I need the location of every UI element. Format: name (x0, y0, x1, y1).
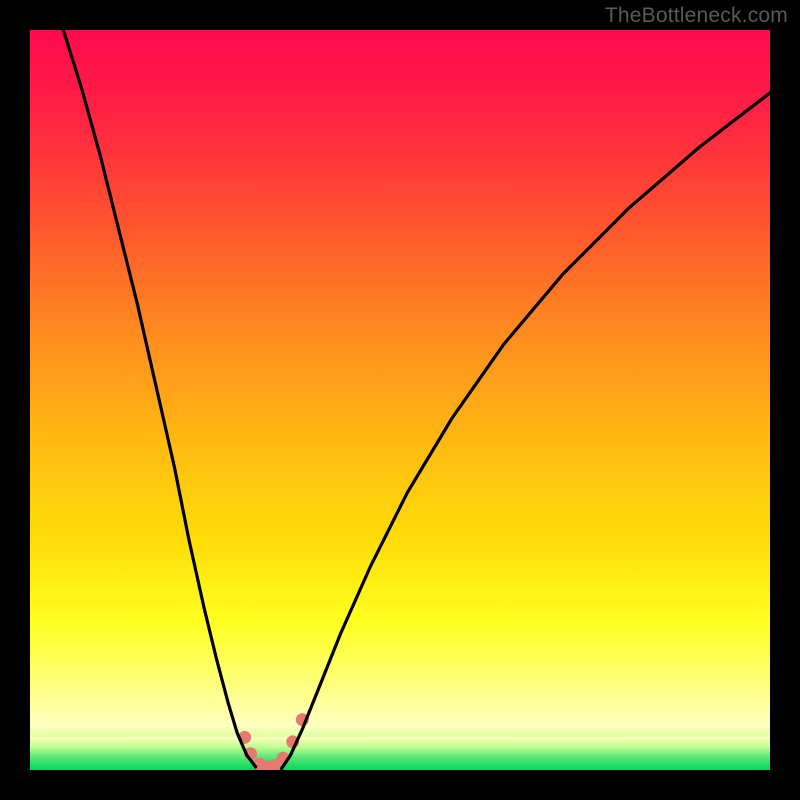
watermark-text: TheBottleneck.com (605, 4, 788, 28)
plot-area (30, 30, 770, 770)
bottleneck-curve (30, 30, 770, 770)
